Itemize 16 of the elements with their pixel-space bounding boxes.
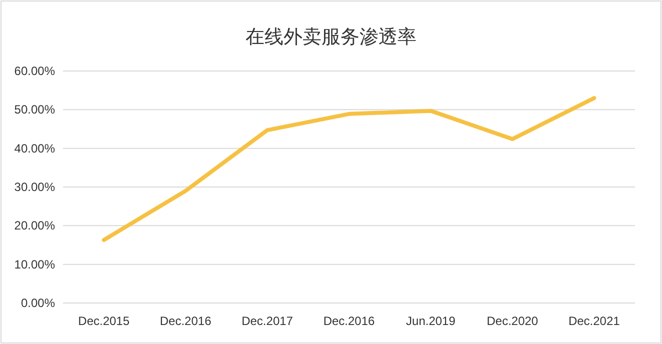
- x-tick-label: Dec.2015: [78, 314, 130, 328]
- y-tick-label: 10.00%: [14, 257, 56, 272]
- line-series: [102, 96, 596, 242]
- x-tick-label: Dec.2021: [568, 314, 620, 328]
- y-tick-label: 60.00%: [14, 64, 56, 78]
- y-tick-label: 30.00%: [14, 180, 56, 194]
- x-tick-label: Dec.2017: [242, 314, 294, 328]
- x-tick-label: Jun.2019: [406, 314, 456, 328]
- y-tick-label: 20.00%: [14, 218, 56, 233]
- chart-title: 在线外卖服务渗透率: [246, 26, 416, 48]
- y-tick-label: 40.00%: [14, 141, 56, 156]
- x-tick-label: Dec.2020: [486, 314, 538, 328]
- x-tick-label: Dec.2016: [160, 314, 212, 328]
- y-tick-label: 0.00%: [20, 296, 56, 310]
- x-tick-label: Dec.2016: [323, 314, 376, 328]
- y-tick-label: 50.00%: [14, 102, 56, 117]
